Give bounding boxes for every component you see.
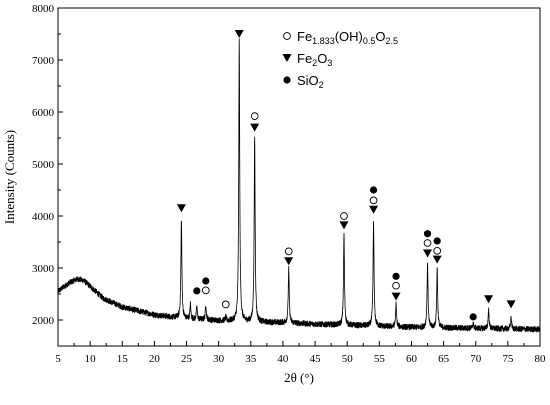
fe-oxyhydroxide-marker [423, 239, 432, 247]
legend-entry-label: Fe2O3 [297, 51, 332, 68]
x-tick-label: 35 [245, 353, 257, 365]
fe2o3-marker [339, 221, 349, 230]
fe-oxyhydroxide-marker [221, 300, 230, 309]
x-tick-label: 45 [310, 353, 322, 365]
sio2-marker [392, 272, 400, 280]
sio2-marker [423, 230, 432, 238]
y-tick-label: 8000 [32, 3, 55, 15]
x-tick-label: 10 [85, 353, 97, 365]
fe-oxyhydroxide-marker [433, 246, 442, 255]
x-tick-label: 65 [438, 353, 450, 365]
x-tick-label: 60 [406, 353, 418, 365]
sio2-marker [369, 186, 378, 194]
x-tick-label: 40 [277, 353, 289, 365]
y-tick-label: 7000 [32, 55, 55, 67]
y-tick-label: 2000 [32, 315, 55, 327]
y-axis-ticks: 2000 3000 4000 5000 6000 7000 8000 [32, 3, 63, 327]
x-tick-label: 80 [535, 353, 547, 365]
fe-oxyhydroxide-marker [283, 32, 291, 40]
fe-oxyhydroxide-marker [369, 196, 378, 205]
sio2-marker [469, 313, 477, 321]
fe2o3-marker [234, 30, 244, 38]
y-tick-label: 3000 [32, 263, 55, 275]
sio2-marker [283, 76, 291, 84]
legend-entry-label: Fe1.833(OH)0.5O2.5 [297, 29, 398, 46]
fe-oxyhydroxide-marker [340, 212, 348, 220]
legend-entry-label: SiO2 [297, 73, 324, 90]
fe-oxyhydroxide-marker [201, 286, 210, 295]
fe-oxyhydroxide-marker [250, 112, 259, 121]
x-tick-label: 30 [213, 353, 225, 365]
x-tick-label: 25 [181, 353, 193, 365]
fe2o3-marker [282, 54, 292, 62]
x-axis-ticks: 5 10 15 20 25 30 35 40 45 50 55 60 65 70 75 80 [55, 341, 546, 365]
y-tick-label: 5000 [32, 159, 55, 171]
fe-oxyhydroxide-marker [284, 247, 293, 256]
x-tick-label: 20 [149, 353, 161, 365]
phase-markers [176, 30, 516, 321]
x-tick-label: 55 [374, 353, 386, 365]
fe2o3-marker [284, 257, 294, 266]
x-tick-label: 15 [117, 353, 129, 365]
legend: Fe1.833(OH)0.5O2.5 Fe2O3 SiO2 [282, 29, 398, 90]
fe2o3-marker [423, 249, 433, 258]
sio2-marker [202, 277, 210, 285]
fe2o3-marker [391, 292, 401, 301]
fe2o3-marker [176, 204, 186, 213]
diffraction-pattern-line [57, 38, 541, 333]
fe2o3-marker [250, 123, 260, 132]
x-tick-label: 5 [55, 353, 61, 365]
fe2o3-marker [506, 300, 516, 309]
sio2-marker [433, 237, 441, 245]
fe-oxyhydroxide-marker [392, 281, 400, 290]
fe2o3-marker [432, 255, 442, 264]
y-tick-label: 6000 [32, 107, 55, 119]
y-tick-label: 4000 [32, 211, 55, 223]
fe2o3-marker [369, 205, 379, 214]
fe2o3-marker [484, 295, 494, 304]
sio2-marker [193, 287, 201, 295]
x-tick-label: 70 [470, 353, 482, 365]
x-tick-label: 50 [342, 353, 354, 365]
x-tick-label: 75 [502, 353, 514, 365]
y-axis-label: Intensity (Counts) [2, 130, 17, 224]
x-axis-label: 2θ (°) [284, 370, 314, 385]
